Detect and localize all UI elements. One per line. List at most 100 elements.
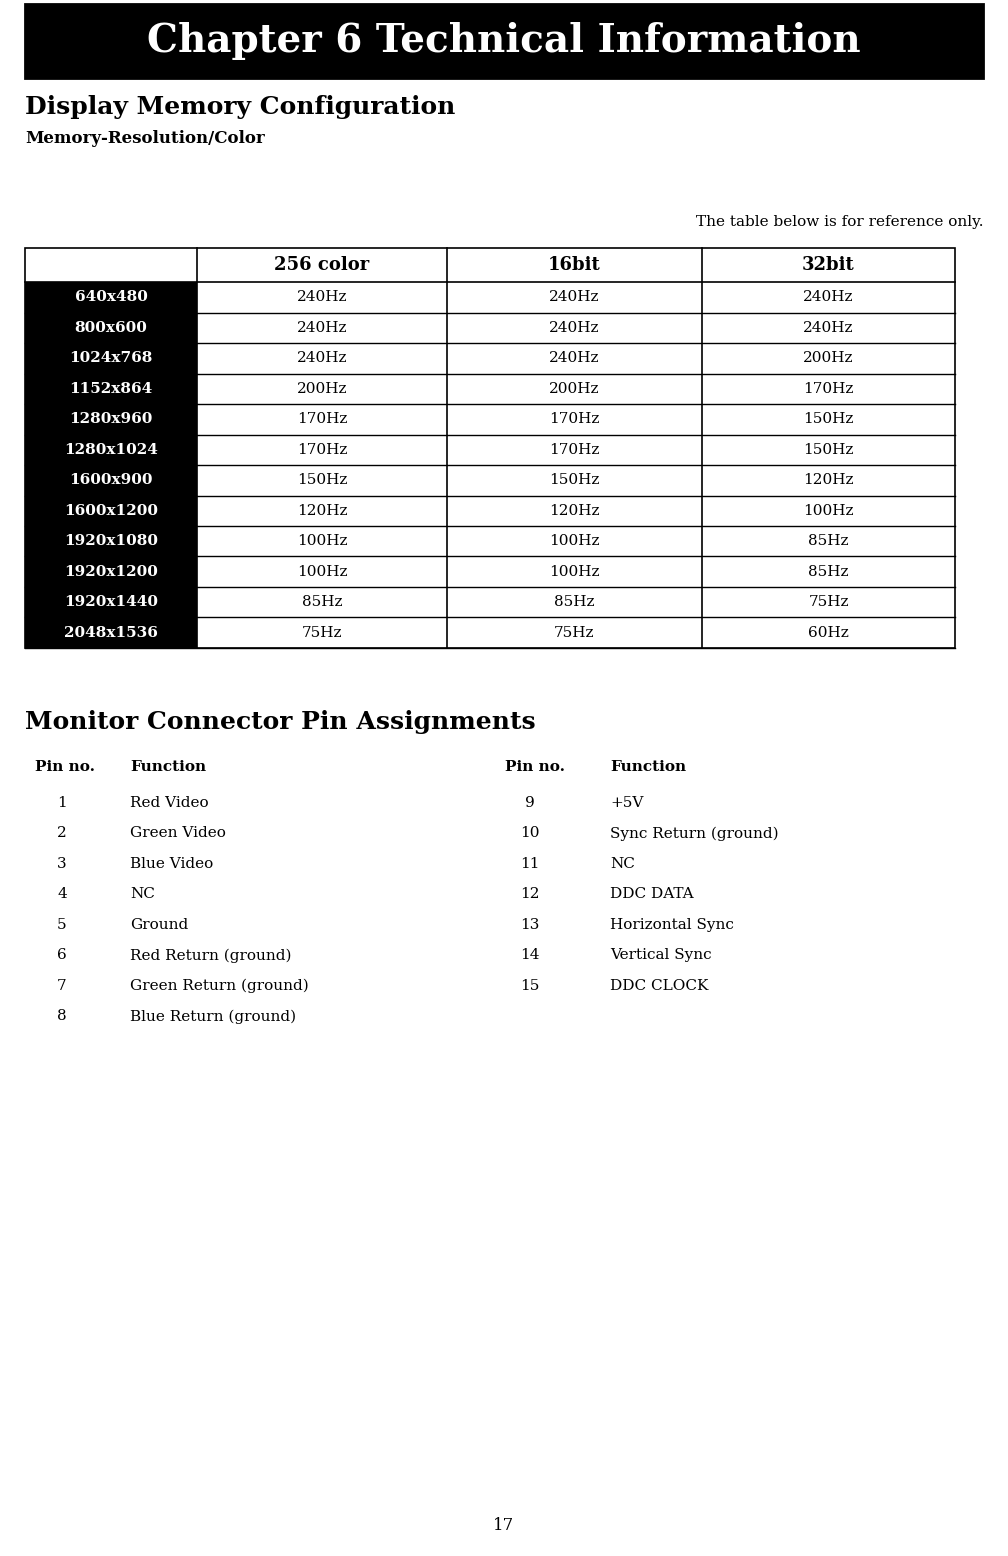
- Text: Red Video: Red Video: [130, 797, 209, 811]
- Text: 11: 11: [520, 857, 539, 871]
- Text: The table below is for reference only.: The table below is for reference only.: [696, 215, 983, 229]
- Bar: [447, 557, 702, 587]
- Text: 240Hz: 240Hz: [296, 291, 347, 305]
- Text: 8: 8: [57, 1010, 67, 1024]
- Bar: [447, 342, 702, 373]
- Text: 240Hz: 240Hz: [549, 352, 600, 366]
- Text: 170Hz: 170Hz: [549, 412, 600, 426]
- Text: 170Hz: 170Hz: [803, 381, 854, 395]
- Text: 150Hz: 150Hz: [803, 412, 854, 426]
- Text: 85Hz: 85Hz: [554, 596, 595, 610]
- Text: 170Hz: 170Hz: [296, 443, 347, 457]
- Bar: [197, 405, 447, 434]
- Bar: [197, 373, 447, 405]
- Text: 120Hz: 120Hz: [803, 473, 854, 487]
- Text: 120Hz: 120Hz: [549, 504, 600, 518]
- Text: 1920x1200: 1920x1200: [65, 565, 158, 579]
- Text: 17: 17: [493, 1517, 515, 1534]
- Text: 100Hz: 100Hz: [296, 565, 347, 579]
- Text: Green Video: Green Video: [130, 826, 226, 840]
- Bar: [702, 618, 955, 647]
- Bar: [447, 373, 702, 405]
- Bar: [25, 247, 955, 282]
- Text: 1: 1: [57, 797, 67, 811]
- Bar: [702, 373, 955, 405]
- Text: 1280x1024: 1280x1024: [65, 443, 158, 457]
- Text: Vertical Sync: Vertical Sync: [610, 949, 712, 963]
- Text: 120Hz: 120Hz: [296, 504, 347, 518]
- Text: 240Hz: 240Hz: [549, 321, 600, 335]
- Text: 75Hz: 75Hz: [808, 596, 849, 610]
- Bar: [447, 618, 702, 647]
- Bar: [447, 465, 702, 495]
- Text: 1024x768: 1024x768: [70, 352, 152, 366]
- Bar: [25, 618, 197, 647]
- Bar: [702, 557, 955, 587]
- Bar: [447, 313, 702, 342]
- Text: 1152x864: 1152x864: [70, 381, 152, 395]
- Text: 1600x1200: 1600x1200: [64, 504, 158, 518]
- Bar: [25, 526, 197, 557]
- Text: 32bit: 32bit: [802, 257, 855, 274]
- Text: 85Hz: 85Hz: [301, 596, 343, 610]
- Bar: [25, 282, 197, 313]
- Text: 2: 2: [57, 826, 67, 840]
- Text: 200Hz: 200Hz: [549, 381, 600, 395]
- Text: 240Hz: 240Hz: [803, 291, 854, 305]
- Bar: [702, 342, 955, 373]
- Bar: [197, 495, 447, 526]
- Text: 15: 15: [520, 979, 539, 993]
- Bar: [197, 434, 447, 465]
- Text: 85Hz: 85Hz: [808, 534, 849, 548]
- Text: DDC CLOCK: DDC CLOCK: [610, 979, 709, 993]
- Bar: [25, 495, 197, 526]
- Text: 75Hz: 75Hz: [554, 626, 595, 640]
- Text: 200Hz: 200Hz: [296, 381, 347, 395]
- Text: DDC DATA: DDC DATA: [610, 887, 694, 901]
- Text: Monitor Connector Pin Assignments: Monitor Connector Pin Assignments: [25, 710, 535, 734]
- Text: 256 color: 256 color: [274, 257, 370, 274]
- Bar: [25, 373, 197, 405]
- Text: 60Hz: 60Hz: [808, 626, 849, 640]
- Text: Function: Function: [130, 759, 206, 773]
- Text: 240Hz: 240Hz: [803, 321, 854, 335]
- Text: NC: NC: [610, 857, 635, 871]
- Bar: [197, 282, 447, 313]
- Text: 1920x1080: 1920x1080: [64, 534, 158, 548]
- Text: 640x480: 640x480: [75, 291, 147, 305]
- Text: 85Hz: 85Hz: [808, 565, 849, 579]
- Bar: [447, 587, 702, 618]
- Bar: [447, 495, 702, 526]
- Text: 14: 14: [520, 949, 539, 963]
- Text: 100Hz: 100Hz: [296, 534, 347, 548]
- Bar: [447, 434, 702, 465]
- Bar: [25, 342, 197, 373]
- Bar: [25, 405, 197, 434]
- Bar: [197, 618, 447, 647]
- Text: 5: 5: [57, 918, 67, 932]
- Text: Display Memory Configuration: Display Memory Configuration: [25, 95, 456, 118]
- Text: Red Return (ground): Red Return (ground): [130, 949, 291, 963]
- Text: 2048x1536: 2048x1536: [65, 626, 158, 640]
- Bar: [447, 526, 702, 557]
- Bar: [25, 557, 197, 587]
- Bar: [702, 282, 955, 313]
- Bar: [25, 587, 197, 618]
- Bar: [197, 465, 447, 495]
- Bar: [197, 342, 447, 373]
- Bar: [447, 282, 702, 313]
- Bar: [197, 557, 447, 587]
- Text: 100Hz: 100Hz: [549, 534, 600, 548]
- Text: 170Hz: 170Hz: [549, 443, 600, 457]
- Text: 75Hz: 75Hz: [301, 626, 343, 640]
- Text: 1600x900: 1600x900: [70, 473, 153, 487]
- Text: 240Hz: 240Hz: [296, 321, 347, 335]
- Bar: [25, 5, 983, 78]
- Text: 1280x960: 1280x960: [70, 412, 152, 426]
- Text: 100Hz: 100Hz: [549, 565, 600, 579]
- Text: 240Hz: 240Hz: [296, 352, 347, 366]
- Text: Horizontal Sync: Horizontal Sync: [610, 918, 734, 932]
- Text: 170Hz: 170Hz: [296, 412, 347, 426]
- Text: 7: 7: [57, 979, 67, 993]
- Text: 9: 9: [525, 797, 535, 811]
